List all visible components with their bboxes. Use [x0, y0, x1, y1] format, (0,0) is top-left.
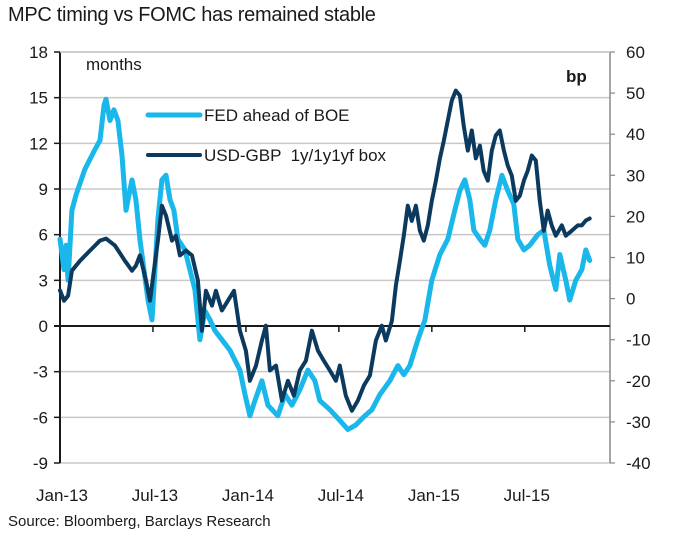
x-axis-tick-label: Jan-14	[222, 486, 274, 505]
x-axis-tick-label: Jul-14	[318, 486, 364, 505]
legend: FED ahead of BOE USD-GBP 1y/1y1yf box	[145, 106, 387, 165]
source-note: Source: Bloomberg, Barclays Research	[8, 513, 271, 530]
series-points-1	[59, 90, 590, 411]
left-axis-tick-label: -3	[33, 363, 48, 382]
left-axis-tick-label: 6	[39, 226, 48, 245]
right-axis-unit-label: bp	[566, 67, 587, 86]
series-lines	[57, 88, 593, 432]
x-axis-tick-label: Jul-13	[132, 486, 178, 505]
chart-title: MPC timing vs FOMC has remained stable	[8, 4, 376, 26]
x-axis-tick-label: Jan-15	[408, 486, 460, 505]
right-axis-tick-label: 40	[626, 125, 645, 144]
x-axis-tick-label: Jan-13	[36, 486, 88, 505]
legend-label-fed: FED ahead of BOE	[204, 106, 350, 125]
left-axis-tick-label: 9	[39, 180, 48, 199]
left-axis-tick-label: 0	[39, 317, 48, 336]
right-axis-tick-label: 50	[626, 84, 645, 103]
series-line-usd-gbp-box	[58, 88, 592, 413]
series-points-0	[59, 99, 590, 430]
right-axis-tick-label: 60	[626, 43, 645, 62]
right-axis-tick-label: -10	[626, 331, 651, 350]
left-axis-tick-label: -6	[33, 408, 48, 427]
right-axis-tick-label: -30	[626, 413, 651, 432]
left-axis-unit-label: months	[86, 55, 142, 74]
right-axis-tick-label: 30	[626, 166, 645, 185]
series-line-fed-ahead-of-boe	[57, 96, 593, 432]
right-axis-tick-label: 10	[626, 249, 645, 268]
right-axis-tick-label: -40	[626, 454, 651, 473]
left-axis-tick-label: 3	[39, 271, 48, 290]
right-axis-tick-label: 0	[626, 290, 635, 309]
right-axis-tick-label: 20	[626, 207, 645, 226]
left-axis-tick-label: 12	[29, 134, 48, 153]
left-axis-tick-label: -9	[33, 454, 48, 473]
axes: -9-6-30369121518-40-30-20-10010203040506…	[29, 43, 651, 505]
legend-label-usdgbp: USD-GBP 1y/1y1yf box	[204, 146, 387, 165]
left-axis-tick-label: 15	[29, 89, 48, 108]
left-axis-tick-label: 18	[29, 43, 48, 62]
right-axis-tick-label: -20	[626, 372, 651, 391]
x-axis-tick-label: Jul-15	[504, 486, 550, 505]
